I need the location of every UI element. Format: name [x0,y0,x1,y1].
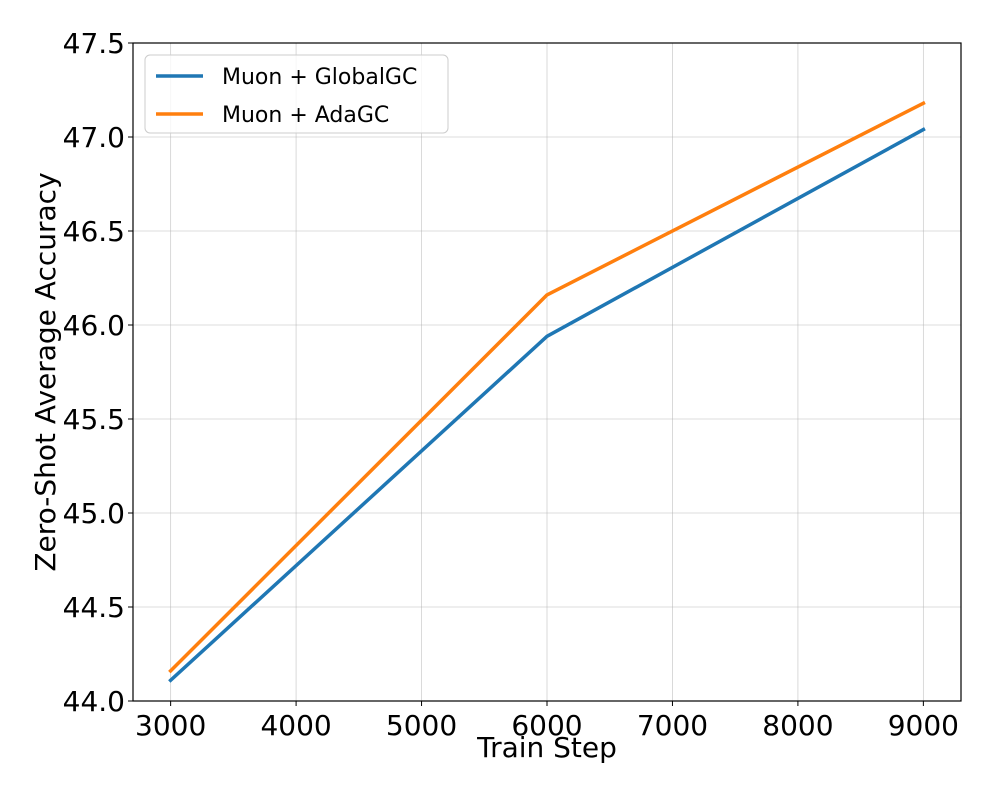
legend-label-1: Muon + AdaGC [222,103,389,128]
x-tick-label: 3000 [135,709,206,742]
x-tick-label: 7000 [637,709,708,742]
x-axis-label: Train Step [476,731,617,764]
x-tick-label: 8000 [762,709,833,742]
x-tick-label: 9000 [888,709,959,742]
y-tick-label: 45.0 [63,497,125,530]
x-tick-label: 5000 [386,709,457,742]
y-tick-label: 47.0 [63,121,125,154]
series-line-1 [168,100,926,674]
y-tick-label: 46.0 [63,309,125,342]
legend-label-0: Muon + GlobalGC [222,65,417,90]
legend-box [144,54,449,134]
y-axis-label: Zero-Shot Average Accuracy [29,172,62,571]
y-tick-label: 46.5 [63,215,125,248]
x-axis-ticks: 3000 4000 5000 6000 7000 8000 9000 [135,701,959,742]
y-tick-label: 47.5 [63,27,125,60]
y-axis-ticks: 44.0 44.5 45.0 45.5 46.0 46.5 47.0 47.5 [63,27,133,718]
series-line-0 [168,127,926,683]
y-tick-label: 45.5 [63,403,125,436]
x-tick-label: 4000 [260,709,331,742]
y-tick-label: 44.0 [63,685,125,718]
series-lines [168,100,926,683]
legend: Muon + GlobalGC Muon + AdaGC [144,54,449,134]
x-tick-label: 6000 [511,709,582,742]
y-tick-label: 44.5 [63,591,125,624]
